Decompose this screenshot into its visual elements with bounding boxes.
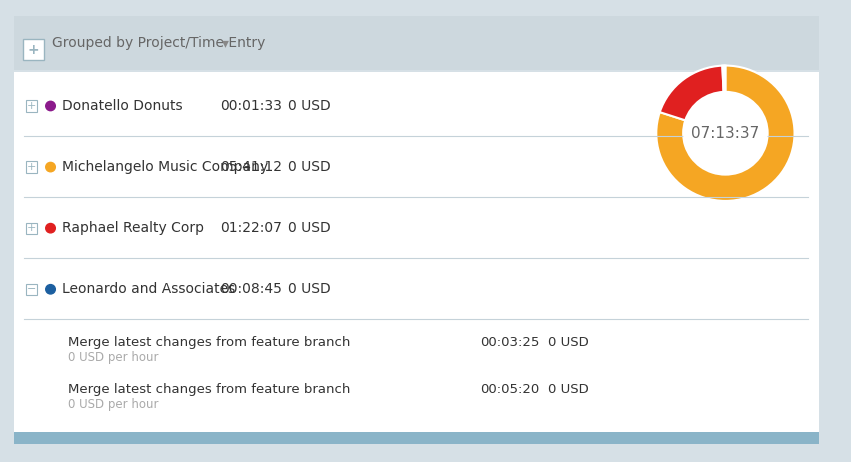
Text: 0 USD: 0 USD — [288, 99, 330, 113]
FancyBboxPatch shape — [14, 432, 820, 444]
Text: 05:41:12: 05:41:12 — [220, 160, 283, 174]
Text: 01:22:07: 01:22:07 — [220, 221, 283, 235]
Text: 0 USD: 0 USD — [288, 282, 330, 296]
Text: Merge latest changes from feature branch: Merge latest changes from feature branch — [68, 383, 351, 396]
Text: +: + — [27, 43, 39, 56]
Text: 00:05:20: 00:05:20 — [481, 383, 540, 396]
Wedge shape — [660, 66, 723, 120]
Text: Donatello Donuts: Donatello Donuts — [62, 99, 183, 113]
Text: 00:08:45: 00:08:45 — [220, 282, 283, 296]
FancyBboxPatch shape — [26, 284, 37, 295]
FancyBboxPatch shape — [14, 16, 820, 70]
Text: Grouped by Project/Time Entry: Grouped by Project/Time Entry — [53, 36, 266, 50]
Text: 0 USD: 0 USD — [288, 160, 330, 174]
Text: 0 USD: 0 USD — [288, 221, 330, 235]
Text: Michelangelo Music Company: Michelangelo Music Company — [62, 160, 268, 174]
FancyBboxPatch shape — [26, 100, 37, 112]
Text: Merge latest changes from feature branch: Merge latest changes from feature branch — [68, 336, 351, 349]
Wedge shape — [656, 66, 795, 201]
Text: +: + — [26, 101, 36, 111]
Text: −: − — [26, 284, 36, 294]
Wedge shape — [724, 66, 725, 92]
Text: 07:13:37: 07:13:37 — [691, 126, 760, 141]
Circle shape — [46, 162, 55, 172]
Text: Raphael Realty Corp: Raphael Realty Corp — [62, 221, 204, 235]
Text: ▾: ▾ — [222, 36, 229, 50]
Text: 0 USD per hour: 0 USD per hour — [68, 398, 158, 411]
Text: +: + — [26, 162, 36, 172]
FancyBboxPatch shape — [14, 72, 820, 433]
FancyBboxPatch shape — [26, 161, 37, 173]
Wedge shape — [722, 66, 724, 92]
Text: 00:03:25: 00:03:25 — [481, 336, 540, 349]
Circle shape — [683, 92, 768, 175]
Circle shape — [46, 101, 55, 111]
Text: 0 USD per hour: 0 USD per hour — [68, 352, 158, 365]
Text: Leonardo and Associates: Leonardo and Associates — [62, 282, 236, 296]
Circle shape — [46, 285, 55, 294]
FancyBboxPatch shape — [26, 223, 37, 234]
Text: 0 USD: 0 USD — [548, 383, 589, 396]
Text: 00:01:33: 00:01:33 — [220, 99, 283, 113]
Text: 0 USD: 0 USD — [548, 336, 589, 349]
FancyBboxPatch shape — [23, 39, 43, 60]
Circle shape — [46, 224, 55, 233]
Text: +: + — [26, 223, 36, 233]
